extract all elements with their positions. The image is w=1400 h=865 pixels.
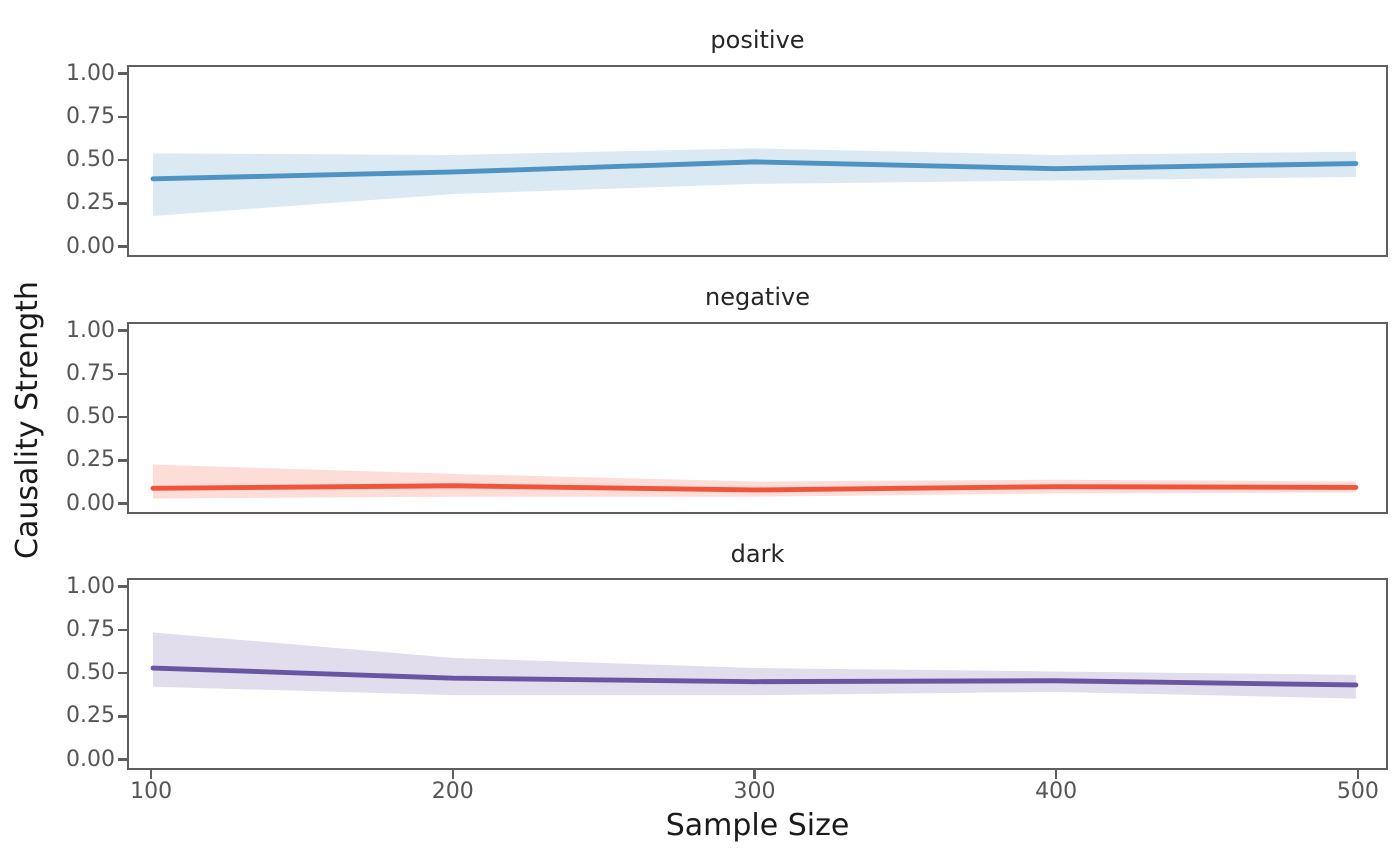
y-tick-mark <box>118 245 127 248</box>
line-band-plot-dark <box>150 632 1359 699</box>
x-tick-label: 200 <box>431 779 474 804</box>
y-tick-label: 0.00 <box>66 490 115 516</box>
y-tick-label: 0.25 <box>66 703 115 729</box>
x-tick-label: 300 <box>733 779 776 804</box>
y-tick-label: 0.25 <box>66 190 115 216</box>
y-tick-label: 0.00 <box>66 746 115 772</box>
facet-panel-dark <box>127 578 1388 770</box>
y-tick-mark <box>118 628 127 632</box>
y-tick-label: 0.75 <box>66 103 115 129</box>
x-tick-mark <box>753 770 756 779</box>
y-tick-label: 1.00 <box>66 317 115 343</box>
y-tick-label: 0.00 <box>66 233 115 259</box>
confidence-band-positive <box>153 148 1356 217</box>
y-tick-mark <box>118 758 127 761</box>
y-tick-mark <box>118 715 127 718</box>
x-tick-mark <box>149 770 153 779</box>
y-tick-mark <box>118 415 127 419</box>
y-tick-mark <box>118 372 127 376</box>
y-tick-mark <box>118 329 127 332</box>
facet-title-positive: positive <box>710 26 805 54</box>
mean-line-dark <box>150 665 1359 688</box>
mean-line-positive <box>150 159 1359 182</box>
y-tick-label: 0.50 <box>66 660 115 686</box>
x-axis-label: Sample Size <box>665 808 850 843</box>
y-tick-mark <box>118 671 127 675</box>
y-tick-mark <box>118 459 127 462</box>
y-tick-label: 0.25 <box>66 447 115 473</box>
facet-title-dark: dark <box>730 540 785 568</box>
y-tick-mark <box>118 158 127 162</box>
x-tick-label: 100 <box>130 779 173 804</box>
confidence-band-negative <box>153 464 1356 499</box>
facet-title-negative: negative <box>705 283 810 311</box>
x-tick-mark <box>451 770 455 779</box>
mean-line-negative <box>150 483 1359 493</box>
confidence-band-dark <box>153 632 1356 699</box>
facet-panel-negative <box>127 322 1388 514</box>
y-tick-label: 1.00 <box>66 573 115 599</box>
x-tick-label: 400 <box>1035 779 1078 804</box>
y-tick-mark <box>118 502 127 505</box>
y-tick-label: 0.50 <box>66 404 115 430</box>
y-tick-label: 0.50 <box>66 147 115 173</box>
y-tick-label: 0.75 <box>66 360 115 386</box>
line-band-plot-negative <box>150 464 1359 499</box>
y-tick-mark <box>118 72 127 75</box>
y-tick-mark <box>118 115 127 119</box>
x-tick-mark <box>1054 770 1058 779</box>
y-tick-label: 1.00 <box>66 60 115 86</box>
y-tick-mark <box>118 585 127 588</box>
x-tick-label: 500 <box>1336 779 1379 804</box>
line-band-plot-positive <box>150 148 1359 217</box>
facet-panel-positive <box>127 65 1388 257</box>
y-tick-mark <box>118 202 127 205</box>
y-tick-label: 0.75 <box>66 616 115 642</box>
x-tick-mark <box>1356 770 1360 779</box>
